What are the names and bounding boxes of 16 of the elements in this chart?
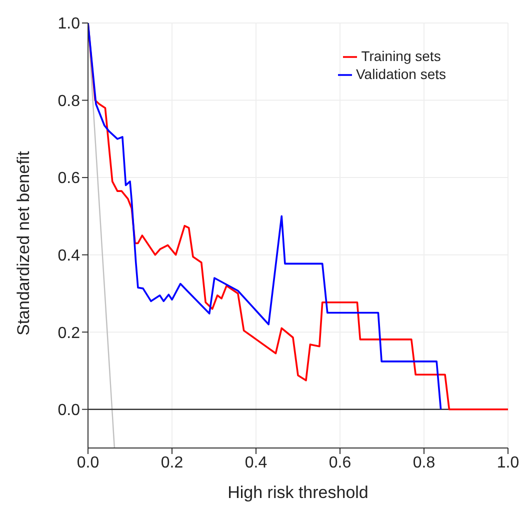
x-tick-label: 0.0 [76,454,100,472]
x-axis-title: High risk threshold [228,483,368,502]
legend-label: Validation sets [356,66,446,82]
y-tick-label: 0.4 [58,248,80,264]
y-tick-label: 0.8 [58,92,80,110]
y-tick-label: 0.0 [58,402,80,420]
y-tick-label: 1.0 [58,16,80,33]
legend-label: Training sets [361,48,441,64]
y-tick-label: 0.2 [58,324,80,342]
x-tick-label: 0.2 [160,454,184,472]
x-tick-label: 0.4 [244,454,268,472]
x-tick-label: 1.0 [496,454,520,472]
y-tick-label: 0.6 [58,170,80,188]
y-axis-title: Standardized net benefit [14,150,34,336]
x-tick-label: 0.8 [412,454,436,472]
x-tick-label: 0.6 [328,454,352,472]
